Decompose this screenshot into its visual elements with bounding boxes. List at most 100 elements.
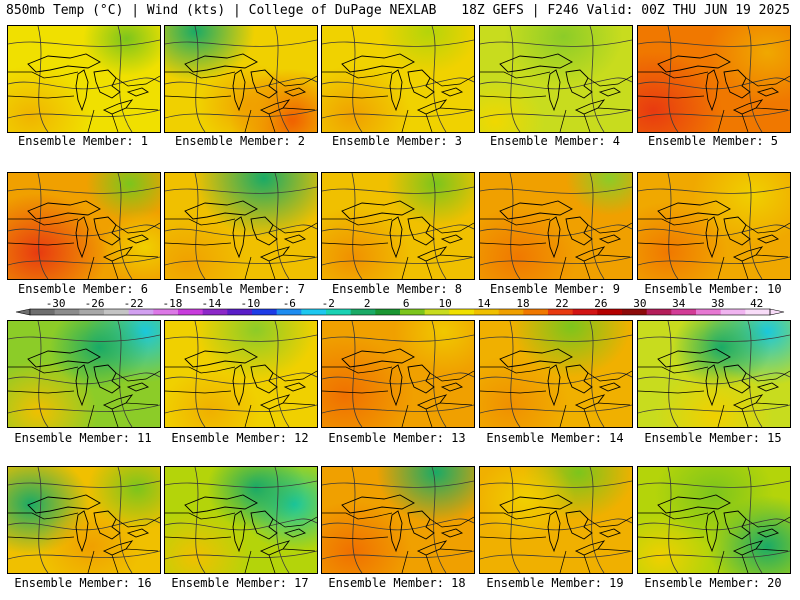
colorbar-max-arrow — [769, 308, 785, 316]
lake-outline — [440, 234, 464, 244]
political-border — [638, 95, 705, 99]
lake-outline — [723, 216, 751, 246]
lake-outline — [547, 364, 561, 407]
lake-outline — [184, 494, 258, 514]
height-contour — [509, 173, 521, 279]
political-border — [322, 366, 393, 374]
member-label: Ensemble Member: 14 — [486, 431, 624, 445]
member-map-panel — [479, 172, 633, 280]
member-label: Ensemble Member: 8 — [331, 282, 463, 296]
lake-outline — [102, 394, 134, 410]
political-border — [439, 548, 473, 552]
lake-outline — [756, 234, 780, 244]
colorbar-tick-label: 18 — [516, 297, 529, 310]
height-contour — [480, 109, 632, 119]
lake-outline — [259, 394, 291, 410]
lake-outline — [598, 382, 622, 392]
political-border — [755, 107, 789, 111]
political-border — [244, 109, 252, 132]
height-contour — [351, 321, 363, 427]
lake-outline — [732, 246, 764, 262]
political-border — [322, 218, 393, 226]
lake-outline — [499, 348, 573, 368]
height-contour — [431, 321, 447, 427]
lake-outline — [416, 540, 448, 556]
height-contour — [589, 173, 605, 279]
member-map-panel — [164, 25, 318, 133]
height-contour — [8, 39, 160, 47]
height-contour — [638, 39, 790, 47]
colorbar-segment — [622, 309, 648, 315]
height-contour — [638, 77, 790, 90]
political-border — [282, 548, 316, 552]
temperature-region — [196, 321, 316, 381]
political-border — [638, 366, 709, 374]
lake-outline — [440, 528, 464, 538]
temperature-field-map — [480, 173, 632, 279]
lake-outline — [283, 87, 307, 97]
political-border — [597, 548, 631, 552]
political-border — [480, 242, 547, 246]
political-border — [165, 218, 236, 226]
height-contour — [431, 26, 447, 132]
political-border — [8, 366, 79, 374]
temperature-field-map — [165, 321, 317, 427]
political-border — [597, 254, 631, 258]
political-border — [583, 260, 591, 279]
lake-outline — [732, 540, 764, 556]
political-border — [8, 242, 75, 246]
lake-outline — [75, 364, 89, 407]
height-contour — [194, 467, 206, 573]
political-border — [8, 536, 75, 540]
height-contour — [351, 26, 363, 132]
height-contour — [638, 109, 790, 119]
temperature-colorbar: -30 -26 -22 -18 -14 -10 -6 -2 2 6 10 14 18 22 26 30 34 38… — [15, 297, 785, 316]
political-border — [268, 408, 276, 427]
member-map-panel — [7, 320, 161, 428]
political-border — [480, 390, 547, 394]
height-contour — [322, 480, 474, 488]
height-contour — [8, 518, 160, 531]
height-contour — [322, 109, 474, 119]
political-border — [439, 107, 473, 111]
height-contour — [480, 518, 632, 531]
lake-outline — [232, 364, 246, 407]
political-border — [111, 408, 119, 427]
lake-outline — [75, 510, 89, 553]
political-border — [87, 256, 95, 279]
political-border — [272, 516, 317, 528]
political-border — [115, 516, 160, 528]
temperature-field-map — [322, 321, 474, 427]
colorbar-segment — [350, 309, 376, 315]
temperature-region — [480, 79, 545, 132]
height-contour — [165, 109, 317, 119]
lake-outline — [232, 216, 246, 259]
lake-outline — [565, 364, 593, 394]
lake-outline — [93, 510, 121, 540]
colorbar-segment — [128, 309, 154, 315]
political-border — [559, 109, 567, 132]
political-border — [583, 113, 591, 132]
temperature-region — [565, 173, 632, 216]
colorbar-segment — [572, 309, 598, 315]
height-contour — [589, 26, 605, 132]
member-label: Ensemble Member: 2 — [174, 134, 306, 148]
height-contour — [37, 173, 49, 279]
lake-outline — [657, 53, 731, 73]
height-contour — [480, 550, 632, 560]
lake-outline — [259, 246, 291, 262]
colorbar-segment — [178, 309, 204, 315]
lake-outline — [705, 69, 719, 112]
member-map-panel — [637, 466, 791, 574]
member-map-panel — [321, 466, 475, 574]
lake-outline — [574, 246, 606, 262]
colorbar-tick-label: -14 — [201, 297, 221, 310]
height-contour — [480, 372, 632, 385]
height-contour — [322, 256, 474, 266]
political-border — [429, 516, 474, 528]
height-contour — [638, 372, 790, 385]
political-border — [268, 554, 276, 573]
height-contour — [638, 224, 790, 237]
height-contour — [322, 550, 474, 560]
colorbar-tick-label: 42 — [750, 297, 763, 310]
